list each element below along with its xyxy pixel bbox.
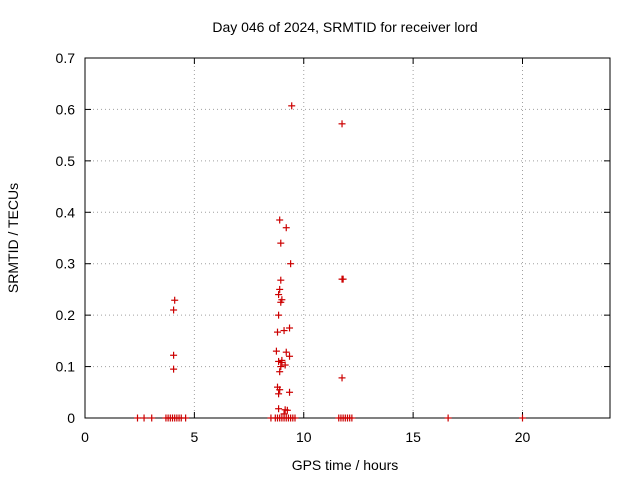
data-point (291, 414, 299, 422)
y-tick-label: 0.5 (56, 153, 76, 169)
data-point (272, 347, 280, 355)
y-axis-label: SRMTID / TECUs (5, 183, 21, 293)
data-point (276, 285, 284, 293)
y-tick-label: 0.4 (56, 204, 76, 220)
data-point (148, 414, 156, 422)
data-point (277, 239, 285, 247)
data-point (283, 406, 291, 414)
data-point (276, 216, 284, 224)
data-point (276, 368, 284, 376)
y-tick-label: 0.2 (56, 307, 76, 323)
y-tick-label: 0 (67, 410, 75, 426)
data-point (280, 327, 288, 335)
data-point (288, 102, 296, 110)
data-point (286, 388, 294, 396)
y-tick-label: 0.1 (56, 359, 76, 375)
data-point (274, 383, 281, 391)
data-point (338, 374, 346, 382)
data-point (140, 414, 148, 422)
data-point (275, 311, 283, 319)
data-point (134, 414, 141, 422)
data-point (281, 361, 289, 369)
grid-layer (85, 58, 610, 418)
data-point (286, 324, 294, 332)
data-point (278, 356, 286, 364)
data-point (277, 276, 285, 284)
data-point (275, 357, 283, 365)
y-tick-label: 0.7 (56, 50, 76, 66)
chart-title: Day 046 of 2024, SRMTID for receiver lor… (212, 19, 477, 35)
x-tick-label: 5 (190, 429, 198, 445)
data-point (170, 365, 178, 373)
mark-layer (134, 102, 526, 422)
x-tick-label: 10 (296, 429, 312, 445)
y-tick-label: 0.6 (56, 101, 76, 117)
data-point (287, 260, 295, 268)
plot-frame (84, 57, 611, 419)
data-point (274, 328, 281, 336)
data-point (286, 352, 294, 360)
tick-layer: 0 5 10 15 20 0 0.1 0.2 0.3 0.4 0.5 0.6 0.7 (56, 50, 610, 445)
x-tick-label: 0 (81, 429, 89, 445)
x-tick-label: 20 (515, 429, 531, 445)
data-point (348, 414, 356, 422)
data-point (278, 296, 286, 304)
data-point (170, 351, 178, 359)
data-point (519, 414, 526, 422)
data-point (182, 414, 190, 422)
data-point (282, 224, 290, 232)
data-point (280, 410, 288, 418)
x-axis-label: GPS time / hours (292, 457, 399, 473)
data-point (171, 296, 179, 304)
data-point (282, 348, 290, 356)
x-tick-label: 15 (405, 429, 421, 445)
data-point (275, 405, 283, 413)
data-point (277, 363, 285, 371)
data-point (170, 306, 178, 314)
data-point (444, 414, 452, 422)
y-tick-label: 0.3 (56, 256, 76, 272)
data-point (275, 291, 283, 299)
data-point (275, 390, 283, 398)
data-point (338, 120, 346, 128)
data-point (339, 275, 347, 283)
